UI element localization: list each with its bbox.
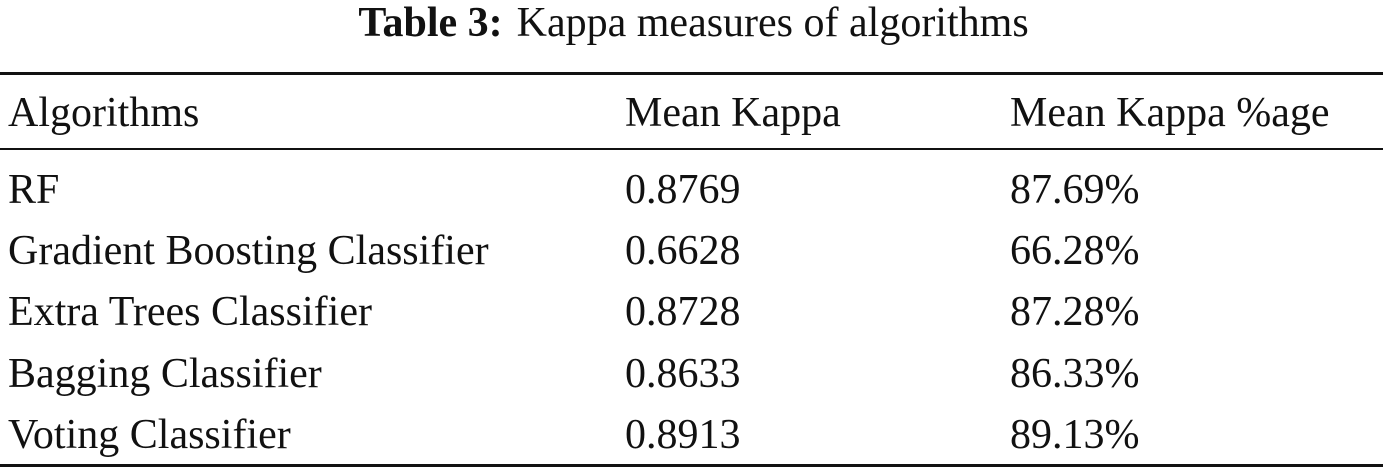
header-cell: Mean Kappa %age <box>1010 90 1330 136</box>
header-cell: Mean Kappa <box>625 90 841 136</box>
table-cell: 87.69% <box>1010 167 1140 213</box>
table-cell: 66.28% <box>1010 228 1140 275</box>
table-cell: 0.8769 <box>625 167 741 213</box>
table-cell: Voting Classifier <box>8 411 291 458</box>
table-cell: 89.13% <box>1010 411 1140 458</box>
table-cell: 86.33% <box>1010 350 1140 397</box>
bottom-rule <box>0 464 1383 467</box>
top-rule <box>0 72 1383 75</box>
table-cell: 0.8913 <box>625 411 741 458</box>
table-cell: RF <box>8 167 60 213</box>
table-cell: Gradient Boosting Classifier <box>8 228 489 275</box>
table-cell: 0.8633 <box>625 350 741 397</box>
header-cell: Algorithms <box>8 90 200 136</box>
caption-label: Table 3: <box>358 0 503 46</box>
table-cell: 0.6628 <box>625 228 741 275</box>
caption-text: Kappa measures of algorithms <box>516 0 1029 46</box>
table-cell: 87.28% <box>1010 289 1140 336</box>
table-cell: Bagging Classifier <box>8 350 322 397</box>
table-cell: 0.8728 <box>625 289 741 336</box>
table-caption: Table 3: Kappa measures of algorithms <box>0 0 1387 46</box>
header-rule <box>0 148 1383 150</box>
table-cell: Extra Trees Classifier <box>8 289 372 336</box>
